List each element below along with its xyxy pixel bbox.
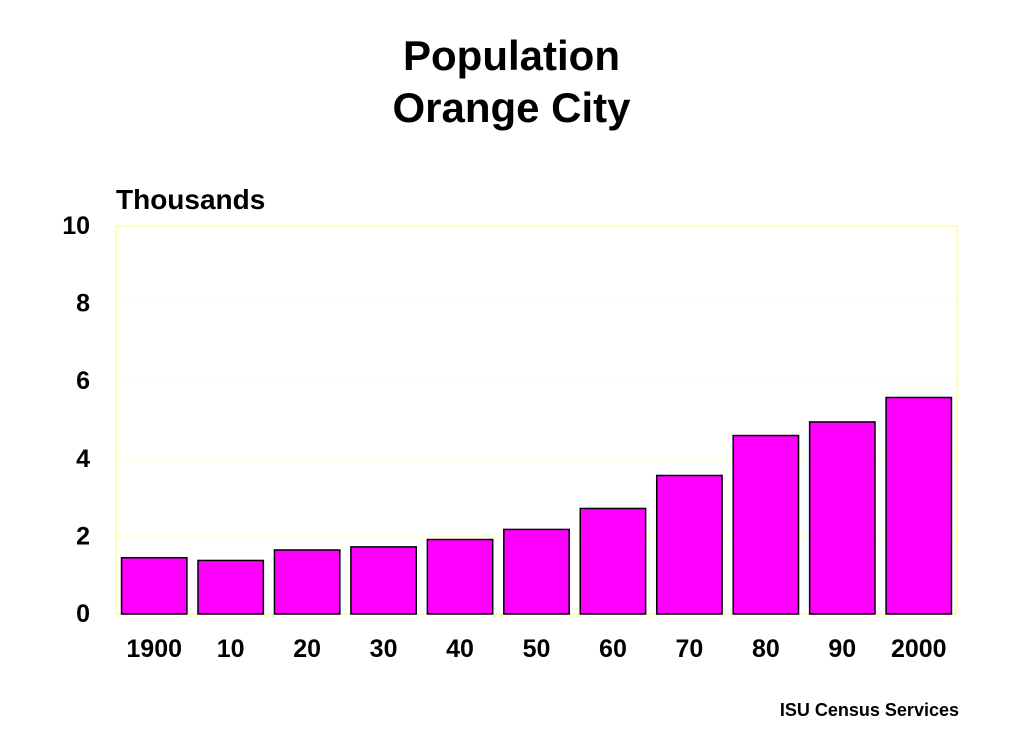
x-tick-label: 30 bbox=[370, 635, 398, 663]
bar-20 bbox=[273, 549, 341, 615]
x-tick-label: 2000 bbox=[891, 635, 947, 663]
x-tick-label: 70 bbox=[676, 635, 704, 663]
bar-40 bbox=[426, 538, 494, 615]
x-tick-label: 40 bbox=[446, 635, 474, 663]
y-tick-label: 4 bbox=[76, 445, 90, 473]
y-tick-labels: 0 2 4 6 8 10 bbox=[62, 212, 90, 628]
y-axis-label: Thousands bbox=[116, 184, 265, 215]
y-tick-label: 0 bbox=[76, 600, 90, 628]
source-note: ISU Census Services bbox=[779, 700, 959, 720]
chart-title: Population Orange City bbox=[0, 30, 1023, 134]
x-tick-label: 1900 bbox=[126, 635, 182, 663]
bar-30 bbox=[350, 546, 418, 615]
bar-70 bbox=[655, 474, 723, 615]
x-tick-label: 20 bbox=[293, 635, 321, 663]
bar-90 bbox=[808, 421, 876, 615]
bar-50 bbox=[503, 528, 570, 615]
x-tick-labels: 1900 10 20 30 40 50 60 70 80 90 2000 bbox=[126, 635, 946, 663]
bar-60 bbox=[579, 507, 647, 615]
chart-title-line-1: Population bbox=[403, 32, 620, 79]
x-tick-label: 50 bbox=[523, 635, 551, 663]
x-tick-label: 90 bbox=[828, 635, 856, 663]
bar-10 bbox=[197, 559, 265, 615]
bar-1900 bbox=[120, 556, 188, 615]
y-tick-label: 2 bbox=[76, 522, 90, 550]
bar-2000 bbox=[885, 396, 953, 615]
x-tick-label: 10 bbox=[217, 635, 245, 663]
x-tick-label: 80 bbox=[752, 635, 780, 663]
x-tick-label: 60 bbox=[599, 635, 627, 663]
bar-80 bbox=[732, 434, 800, 615]
bars bbox=[120, 396, 953, 615]
y-tick-label: 10 bbox=[62, 212, 90, 240]
y-tick-label: 6 bbox=[76, 367, 90, 395]
y-tick-label: 8 bbox=[76, 290, 90, 318]
chart-title-line-2: Orange City bbox=[392, 84, 631, 131]
